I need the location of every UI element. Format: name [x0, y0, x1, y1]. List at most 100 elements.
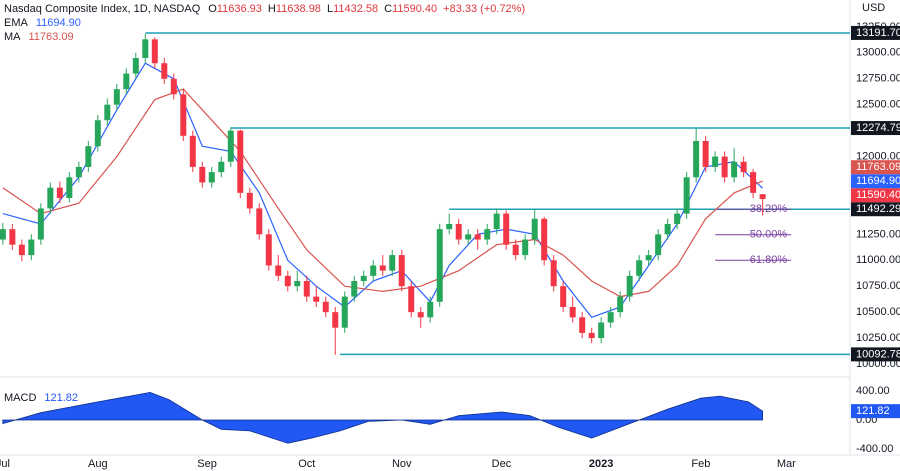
price-tag: 11763.09 [856, 161, 900, 173]
candle-body [731, 161, 738, 178]
x-tick-label: Oct [298, 458, 315, 470]
y-tick-label: 12750.00 [856, 73, 900, 85]
ohlc-label: L [327, 3, 333, 15]
candle-body [484, 229, 491, 240]
y-tick-label: 10750.00 [856, 280, 900, 292]
legend-entry: MA 11763.09 [4, 31, 74, 43]
price-tag-bg [851, 174, 900, 189]
candle-body [598, 322, 605, 339]
candle-body [560, 286, 567, 307]
candle-body [493, 213, 500, 230]
candle-body [531, 218, 538, 240]
price-tag-bg [851, 202, 900, 217]
candle-body [180, 94, 187, 136]
x-tick-label: Nov [392, 458, 412, 470]
candle-body [655, 234, 662, 256]
candle-body [208, 172, 215, 183]
candle-body [256, 208, 263, 235]
legend-name: EMA [4, 17, 29, 29]
currency: USD [862, 2, 885, 14]
price-tag: 13191.70 [856, 27, 900, 39]
candle-body [85, 146, 92, 167]
ohlc-value: 11636.93 [217, 3, 262, 15]
candle-body [455, 223, 462, 240]
y-tick-label: 11250.00 [856, 228, 900, 240]
candle-body [142, 39, 149, 59]
candle-body [360, 275, 367, 282]
candle-body [617, 296, 624, 313]
candle-body [303, 281, 310, 297]
candle-body [550, 260, 557, 287]
candle-body [9, 229, 16, 245]
candle-body [94, 120, 101, 147]
candle-body [313, 296, 320, 302]
candle-body [398, 255, 405, 287]
x-tick-label: Dec [492, 458, 512, 470]
legend-name: MACD [4, 392, 36, 404]
y-tick-label: 10500.00 [856, 306, 900, 318]
price-tag: 12274.79 [856, 122, 900, 134]
legend-entry: EMA 11694.90 [4, 17, 81, 29]
x-tick-label: 2023 [589, 458, 613, 470]
candle-body [436, 229, 443, 302]
x-tick-label: Mar [777, 458, 796, 470]
x-tick-label: Feb [691, 458, 710, 470]
candle-body [417, 312, 424, 318]
candle-body [370, 265, 377, 276]
x-tick-label: Jul [0, 458, 10, 470]
ohlc-value: 11432.58 [333, 3, 378, 15]
candle-body [389, 255, 396, 271]
candle-body [522, 239, 529, 256]
price-tag: 11492.29 [856, 203, 900, 215]
candle-body [702, 140, 709, 167]
candle-body [636, 260, 643, 276]
candle-body [693, 140, 700, 178]
y-tick-label: 400.00 [856, 385, 890, 397]
price-tag-bg [851, 404, 900, 419]
price-tag-bg [851, 25, 900, 40]
candle-body [151, 39, 158, 64]
candle-body [664, 223, 671, 235]
fib-label: 50.00% [750, 229, 788, 241]
candle-body [123, 73, 130, 90]
candle-body [170, 78, 177, 95]
candle-body [446, 223, 453, 230]
candle-body [227, 130, 234, 162]
legend-value: 11763.09 [29, 31, 74, 43]
candle-body [579, 317, 586, 333]
ohlc-label: C [384, 3, 392, 15]
candle-body [465, 234, 472, 240]
price-tag: 10092.78 [856, 348, 900, 360]
candle-body [294, 281, 301, 287]
x-tick-label: Aug [88, 458, 108, 470]
ohlc-label: H [268, 3, 276, 15]
candle-body [189, 135, 196, 167]
y-tick-label: 12000.00 [856, 150, 900, 162]
candle-body [341, 296, 348, 328]
price-tag: 121.82 [856, 405, 890, 417]
candle-body [408, 286, 415, 313]
candle-body [18, 244, 25, 256]
candle-body [351, 281, 358, 297]
candle-body [750, 172, 757, 193]
candle-body [607, 312, 614, 323]
y-tick-label: 13000.00 [856, 47, 900, 59]
candle-body [683, 177, 690, 214]
candle-body [113, 89, 120, 105]
price-tag-bg [851, 188, 900, 203]
candle-body [712, 156, 719, 167]
candle-body [427, 301, 434, 318]
candle-body [237, 130, 244, 193]
candle-body [379, 265, 386, 271]
title: Nasdaq Composite Index, 1D, NASDAQ [4, 3, 201, 15]
candle-body [503, 213, 510, 245]
price-tag-bg [851, 347, 900, 362]
legend-entry: MACD 121.82 [4, 392, 78, 404]
candle-body [322, 301, 329, 313]
legend-name: MA [4, 31, 21, 43]
candle-body [47, 187, 54, 209]
candle-body [645, 255, 652, 261]
candle-body [199, 166, 206, 183]
price-tag-bg [851, 121, 900, 136]
